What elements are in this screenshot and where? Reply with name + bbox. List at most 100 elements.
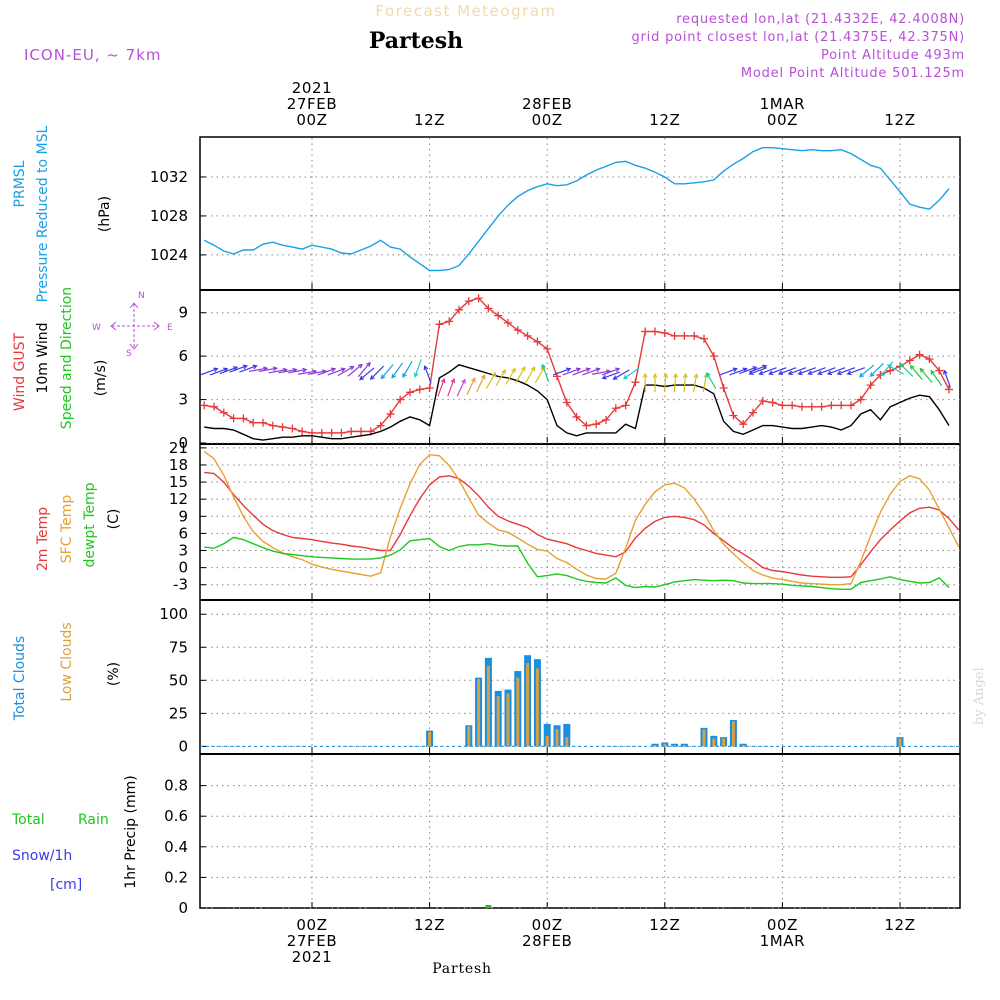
y-tick-label: 1024 bbox=[150, 246, 188, 264]
wind-direction-arrow bbox=[495, 368, 506, 387]
gust-marker bbox=[778, 401, 787, 410]
y-tick-label: 0 bbox=[178, 737, 188, 755]
bar-total-clouds bbox=[563, 723, 571, 747]
compass-icon: N W E S bbox=[92, 291, 173, 359]
y-axis-label: (C) bbox=[106, 509, 122, 530]
wind-arrow-shaft bbox=[288, 369, 307, 374]
gust-marker bbox=[925, 355, 934, 364]
wind-direction-arrow bbox=[739, 366, 758, 375]
gust-marker bbox=[357, 427, 365, 436]
y-tick-label: 100 bbox=[159, 605, 188, 623]
wind-direction-arrow bbox=[943, 369, 952, 388]
gust-marker bbox=[837, 401, 846, 410]
wind-arrow-head bbox=[732, 367, 738, 373]
y-axis-label: (hPa) bbox=[97, 196, 113, 232]
wind-arrow-head bbox=[858, 372, 864, 378]
gust-marker bbox=[464, 297, 473, 306]
gust-marker bbox=[435, 320, 444, 329]
gust-marker bbox=[749, 408, 757, 417]
header-subtitle: Forecast Meteogram bbox=[375, 2, 556, 20]
wind-arrow-head bbox=[846, 370, 852, 376]
wind-arrow-head bbox=[693, 372, 699, 379]
compass-north-label: N bbox=[138, 291, 145, 301]
wind-arrow-shaft bbox=[910, 365, 923, 381]
wind-arrow-shaft bbox=[239, 365, 257, 373]
wind-arrow-shaft bbox=[759, 367, 777, 375]
wind-direction-arrow bbox=[359, 367, 375, 381]
wind-arrow-shaft bbox=[719, 368, 737, 376]
wind-arrow-head bbox=[302, 367, 308, 373]
wind-arrow-head bbox=[359, 375, 365, 381]
gust-marker bbox=[474, 294, 483, 303]
gust-marker bbox=[866, 381, 875, 390]
wind-direction-arrow bbox=[541, 363, 550, 383]
wind-arrow-head bbox=[899, 362, 904, 368]
wind-arrow-head bbox=[349, 365, 355, 371]
wind-arrow-head bbox=[797, 370, 803, 376]
wind-arrow-shaft bbox=[692, 374, 698, 393]
wind-arrow-shaft bbox=[798, 367, 816, 375]
wind-direction-arrow bbox=[612, 369, 630, 380]
y-axis-label: Speed and Direction bbox=[59, 287, 75, 429]
y-tick-label: 21 bbox=[169, 439, 188, 457]
gust-marker bbox=[807, 402, 816, 411]
gust-marker bbox=[543, 344, 552, 353]
wind-arrow-shaft bbox=[706, 372, 717, 390]
wind-direction-arrow bbox=[437, 378, 446, 397]
gust-marker bbox=[788, 401, 797, 410]
wind-arrow-shaft bbox=[307, 370, 326, 375]
gust-marker bbox=[523, 331, 532, 340]
bottom-time-label: 1MAR bbox=[760, 932, 806, 950]
wind-arrow-shaft bbox=[582, 368, 600, 376]
compass-arrow bbox=[110, 321, 117, 331]
wind-direction-arrow bbox=[562, 367, 582, 376]
bar-low-clouds bbox=[477, 678, 481, 747]
gust-marker bbox=[798, 402, 806, 411]
wind-direction-arrow bbox=[622, 367, 640, 380]
wind-direction-arrow bbox=[229, 364, 248, 373]
wind-arrow-shaft bbox=[572, 368, 590, 376]
wind-arrow-head bbox=[807, 370, 813, 376]
wind-arrow-head bbox=[585, 367, 591, 373]
wind-arrow-shaft bbox=[930, 370, 943, 386]
wind-arrow-head bbox=[869, 372, 875, 378]
wind-arrow-head bbox=[826, 370, 833, 376]
wind-arrow-shaft bbox=[601, 368, 620, 376]
wind-arrow-head bbox=[402, 372, 407, 379]
wind-direction-arrow bbox=[524, 366, 536, 384]
header-location: Partesh bbox=[369, 28, 463, 54]
y-tick-label: 50 bbox=[169, 671, 188, 689]
y-axis-label: [cm] bbox=[50, 877, 82, 893]
wind-direction-arrow bbox=[466, 377, 476, 395]
wind-arrow-shaft bbox=[552, 368, 571, 376]
gust-marker bbox=[484, 304, 493, 313]
wind-direction-arrow bbox=[369, 365, 384, 380]
top-time-label: 12Z bbox=[649, 111, 680, 129]
header-altitude: Point Altitude 493m bbox=[821, 48, 965, 63]
wind-arrow-shaft bbox=[209, 368, 228, 376]
wind-arrow-head bbox=[768, 370, 774, 376]
wind-direction-arrow bbox=[682, 372, 688, 393]
wind-arrow-shaft bbox=[899, 363, 914, 377]
y-tick-label: 0.4 bbox=[164, 838, 188, 856]
gust-marker bbox=[415, 385, 424, 394]
bar-rain bbox=[485, 905, 492, 908]
bar-low-clouds bbox=[506, 693, 510, 747]
gust-marker bbox=[347, 427, 356, 436]
gust-marker bbox=[827, 401, 836, 410]
gust-marker bbox=[327, 428, 336, 437]
wind-arrow-shaft bbox=[602, 371, 620, 379]
series-line-t2m bbox=[204, 471, 960, 578]
gust-marker bbox=[278, 423, 287, 432]
y-tick-label: 0 bbox=[178, 434, 188, 452]
gust-marker bbox=[562, 398, 571, 407]
wind-arrow-shaft bbox=[870, 362, 884, 377]
wind-direction-arrow bbox=[601, 371, 620, 380]
wind-arrow-head bbox=[642, 372, 648, 378]
gust-marker bbox=[719, 383, 728, 392]
wind-direction-arrow bbox=[209, 367, 229, 376]
wind-arrow-head bbox=[742, 367, 748, 373]
wind-arrow-shaft bbox=[818, 367, 836, 375]
wind-arrow-shaft bbox=[541, 364, 550, 383]
